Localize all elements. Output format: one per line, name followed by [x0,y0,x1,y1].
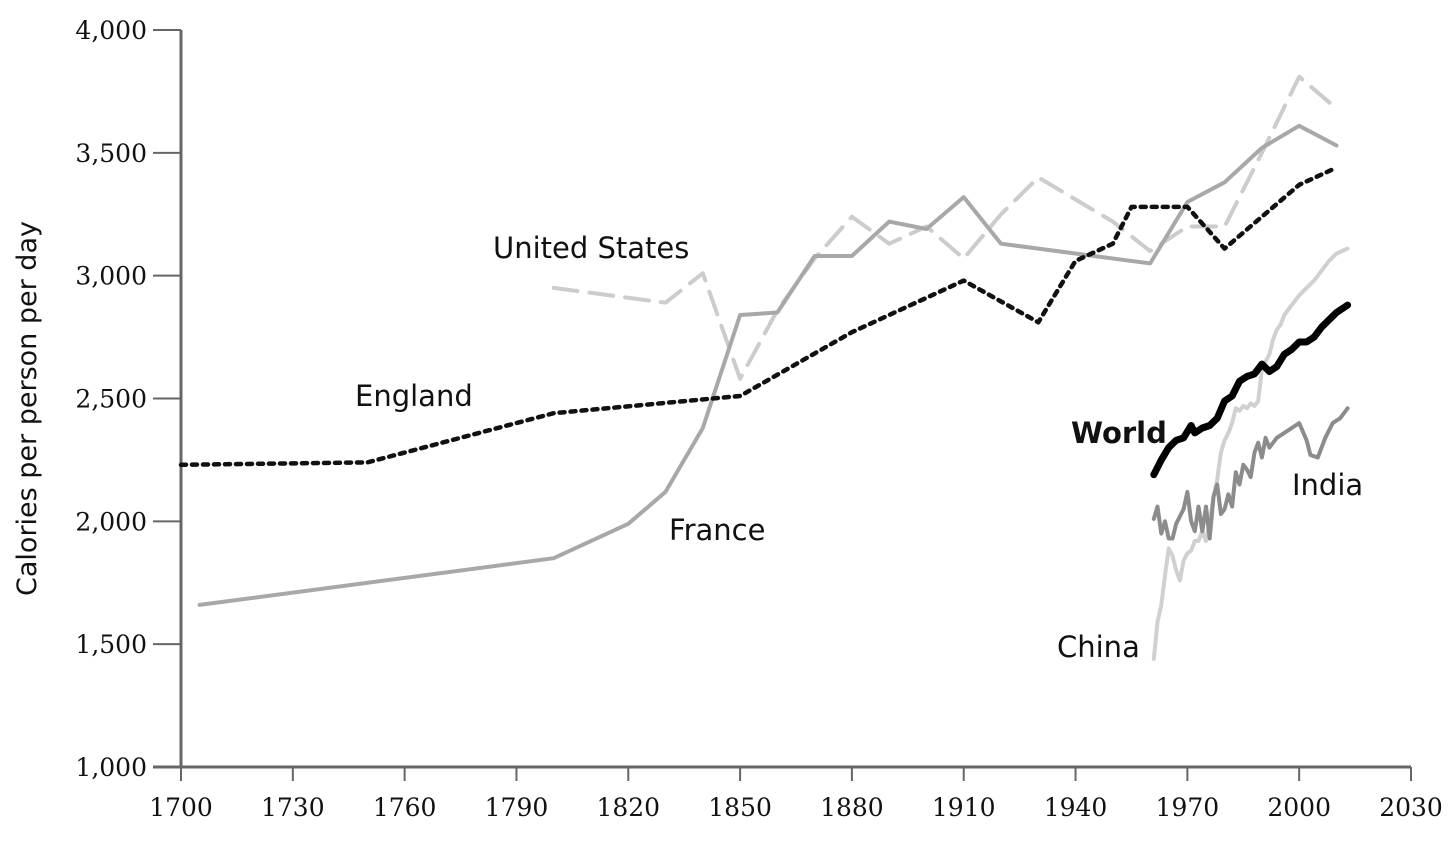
series-line-india [1151,406,1350,541]
series-line-united-states [551,74,1339,381]
x-tick-label: 1760 [373,793,437,822]
series-line-world [1150,301,1352,479]
x-tick-label: 1940 [1044,793,1108,822]
series-label-india: India [1292,468,1363,502]
series-layer [178,74,1352,661]
x-tick-label: 1850 [708,793,772,822]
x-ticks: 1700 1730 1760 1790 1820 1850 1880 1910 1940 1970… [149,767,1443,822]
series-line-china [1151,246,1350,661]
series-labels: United States England France World India Chin… [355,231,1363,664]
x-tick-label: 1790 [485,793,549,822]
series-label-china: China [1057,630,1140,664]
series-label-england: England [355,379,473,413]
y-axis-title: Calories per person per day [12,221,43,596]
x-tick-label: 2030 [1379,793,1443,822]
series-label-france: France [669,513,765,547]
x-tick-label: 1700 [149,793,213,822]
series-line-france [197,123,1339,607]
x-tick-label: 1820 [596,793,660,822]
y-tick-label: 1,500 [75,630,147,659]
y-tick-label: 3,500 [75,139,147,168]
y-tick-label: 4,000 [75,16,147,45]
x-tick-label: 1880 [820,793,884,822]
y-tick-label: 2,500 [75,385,147,414]
series-label-united-states: United States [493,231,689,265]
x-tick-label: 1970 [1156,793,1220,822]
y-tick-label: 3,000 [75,262,147,291]
series-line-england [178,165,1339,468]
y-tick-label: 1,000 [75,753,147,782]
x-tick-label: 1910 [932,793,996,822]
series-label-world: World [1071,416,1167,450]
y-ticks: 1,000 1,500 2,000 2,500 3,000 3,500 4,000 [75,16,181,782]
axes: 1,000 1,500 2,000 2,500 3,000 3,500 4,000 1700… [75,16,1442,822]
x-tick-label: 1730 [261,793,325,822]
y-tick-label: 2,000 [75,507,147,536]
x-tick-label: 2000 [1267,793,1331,822]
